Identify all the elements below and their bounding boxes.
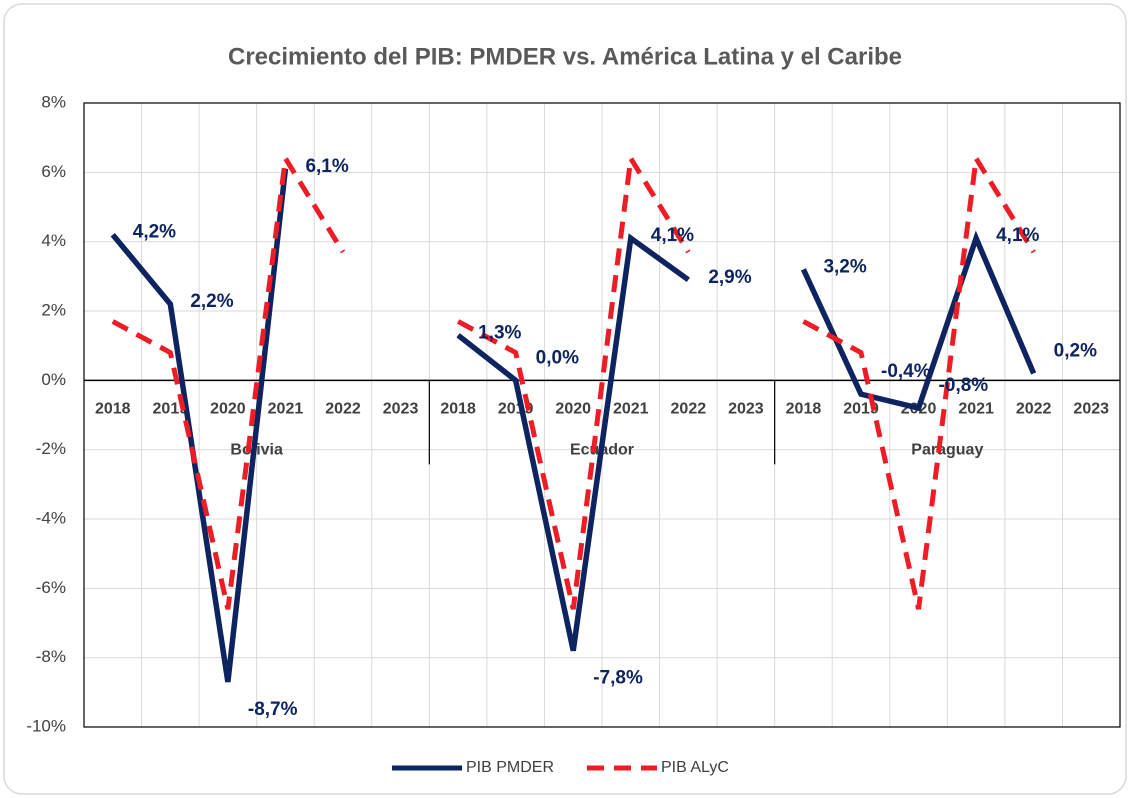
data-label: -0,4% bbox=[881, 361, 931, 382]
plot-border bbox=[83, 102, 1121, 728]
x-tick-label: 2020 bbox=[555, 401, 591, 418]
x-tick-label: 2023 bbox=[728, 401, 764, 418]
x-tick-label: 2022 bbox=[671, 401, 707, 418]
legend-label: PIB PMDER bbox=[466, 759, 554, 776]
y-tick-label: -8% bbox=[36, 647, 66, 666]
x-tick-label: 2021 bbox=[958, 401, 994, 418]
x-tick-label: 2018 bbox=[440, 401, 476, 418]
x-tick-label: 2020 bbox=[210, 401, 246, 418]
x-tick-label: 2023 bbox=[1073, 401, 1109, 418]
data-label: 4,1% bbox=[651, 225, 694, 246]
data-label: 2,2% bbox=[190, 291, 233, 312]
x-tick-label: 2021 bbox=[268, 401, 304, 418]
group-label: Bolivia bbox=[230, 442, 283, 459]
y-tick-label: -6% bbox=[36, 578, 66, 597]
y-tick-label: 6% bbox=[41, 162, 66, 181]
legend-label: PIB ALyC bbox=[661, 759, 729, 776]
x-tick-label: 2019 bbox=[153, 401, 189, 418]
data-label: 0,0% bbox=[536, 347, 579, 368]
chart-border bbox=[3, 3, 1127, 795]
x-tick-label: 2022 bbox=[1016, 401, 1052, 418]
x-tick-label: 2022 bbox=[325, 401, 361, 418]
x-tick-label: 2021 bbox=[613, 401, 649, 418]
x-tick-label: 2018 bbox=[95, 401, 131, 418]
y-tick-label: -10% bbox=[26, 716, 66, 735]
x-tick-label: 2023 bbox=[383, 401, 419, 418]
data-label: 6,1% bbox=[305, 156, 348, 177]
y-tick-label: -2% bbox=[36, 439, 66, 458]
chart-title: Crecimiento del PIB: PMDER vs. América L… bbox=[228, 43, 902, 70]
series-line bbox=[111, 151, 1036, 610]
data-label: 0,2% bbox=[1054, 340, 1097, 361]
data-label: 4,1% bbox=[996, 225, 1039, 246]
y-tick-label: -4% bbox=[36, 508, 66, 527]
data-label: 1,3% bbox=[478, 322, 521, 343]
y-tick-label: 2% bbox=[41, 300, 66, 319]
group-label: Paraguay bbox=[911, 442, 983, 459]
y-tick-label: 4% bbox=[41, 231, 66, 250]
x-tick-label: 2019 bbox=[843, 401, 879, 418]
data-label: -8,7% bbox=[248, 699, 298, 720]
y-tick-label: 0% bbox=[41, 370, 66, 389]
x-tick-label: 2018 bbox=[786, 401, 822, 418]
series-line bbox=[110, 168, 1037, 683]
data-label: 4,2% bbox=[133, 222, 176, 243]
data-label: 2,9% bbox=[708, 267, 751, 288]
y-tick-label: 8% bbox=[41, 92, 66, 111]
data-label: -0,8% bbox=[939, 375, 989, 396]
data-label: 3,2% bbox=[823, 256, 866, 277]
data-label: -7,8% bbox=[593, 668, 643, 689]
